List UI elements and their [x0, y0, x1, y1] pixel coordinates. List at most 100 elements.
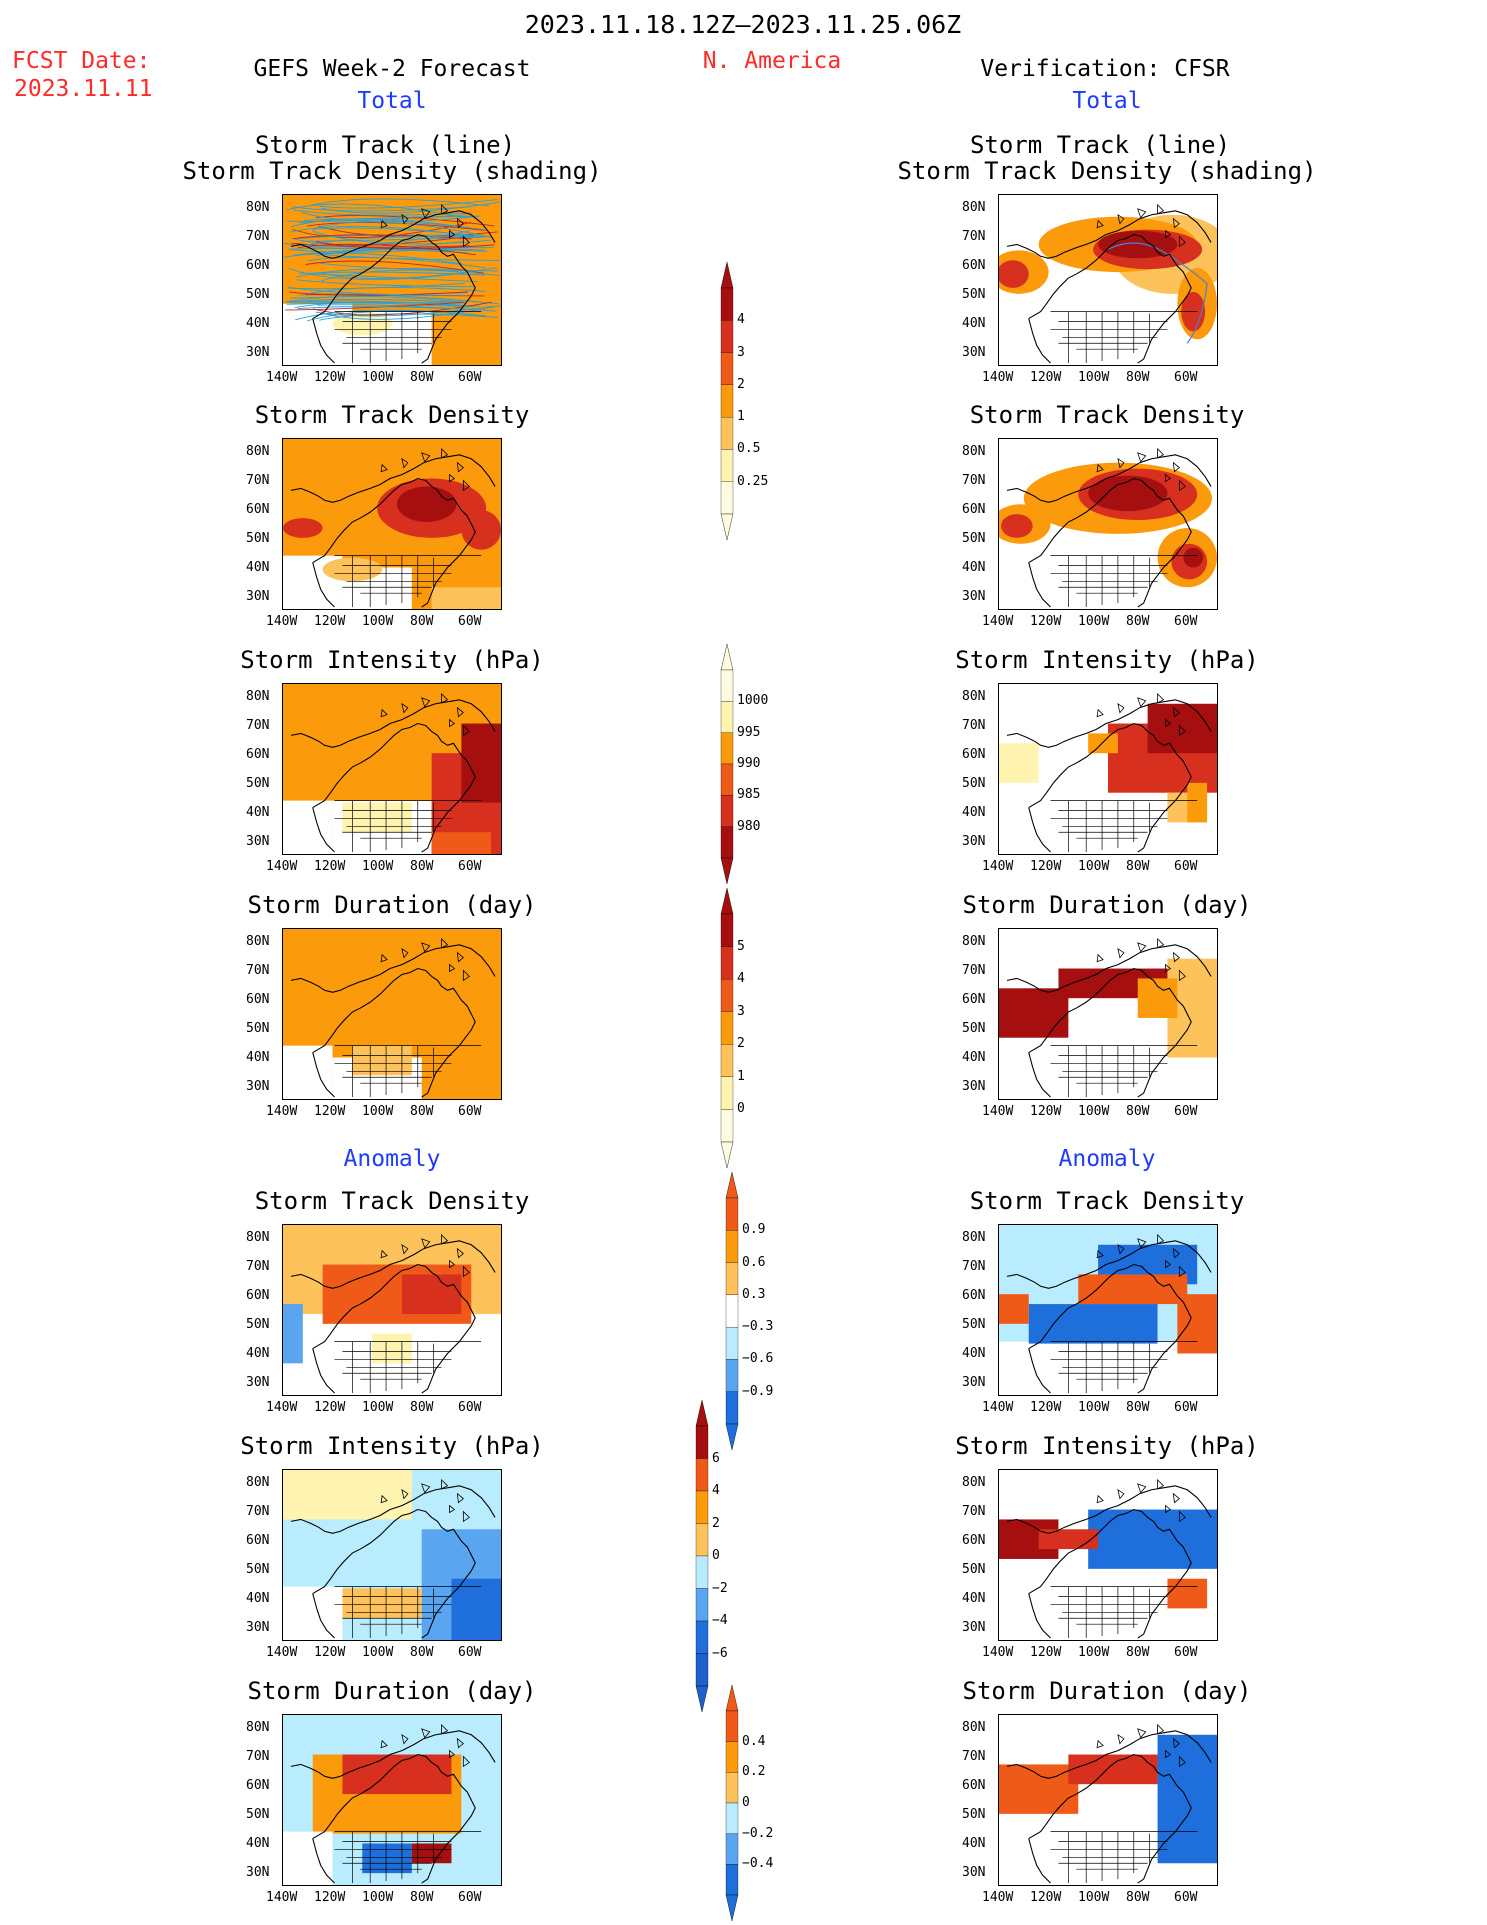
colorbar-swatch: [721, 733, 733, 764]
panel-title-track-line-right: Storm Track (line): [970, 131, 1230, 159]
panel-title-density-left: Storm Track Density: [255, 401, 530, 429]
lon-tick-label: 80W: [1126, 614, 1149, 629]
lon-tick-label: 120W: [314, 1645, 345, 1660]
lon-tick-label: 120W: [1030, 859, 1061, 874]
colorbar-swatch: [721, 979, 733, 1012]
map-intensity-verification: [998, 683, 1218, 855]
colorbar-cap: [721, 644, 733, 670]
panel-title-duration-right: Storm Duration (day): [963, 891, 1252, 919]
lat-tick-label: 60N: [246, 1533, 269, 1548]
lat-tick-label: 70N: [246, 1504, 269, 1519]
lon-tick-label: 100W: [362, 859, 393, 874]
lat-tick-label: 50N: [962, 287, 985, 302]
colorbar-tick-label: 0: [712, 1548, 720, 1563]
lat-tick-label: 40N: [246, 805, 269, 820]
colorbar-tick-label: −2: [712, 1581, 728, 1596]
lat-tick-label: 80N: [246, 1720, 269, 1735]
colorbar-tick-label: 4: [737, 971, 745, 986]
lon-tick-label: 120W: [314, 370, 345, 385]
lon-tick-label: 120W: [314, 1400, 345, 1415]
lon-tick-label: 140W: [982, 1645, 1013, 1660]
colorbar-swatch: [721, 1109, 733, 1142]
colorbar-cap: [721, 1142, 733, 1168]
lat-tick-label: 40N: [246, 1836, 269, 1851]
lat-tick-label: 60N: [962, 992, 985, 1007]
lat-tick-label: 80N: [962, 1475, 985, 1490]
lon-tick-label: 60W: [458, 370, 481, 385]
map-field: [283, 684, 501, 854]
lat-tick-label: 50N: [246, 1317, 269, 1332]
colorbar-density-total: [715, 262, 751, 540]
lon-tick-label: 140W: [982, 370, 1013, 385]
panel-title-intensity-anom-left: Storm Intensity (hPa): [240, 1432, 543, 1460]
lat-tick-label: 70N: [246, 229, 269, 244]
lon-tick-label: 140W: [266, 1890, 297, 1905]
lat-tick-label: 60N: [246, 992, 269, 1007]
colorbar-swatch: [696, 1556, 708, 1589]
lon-tick-label: 60W: [1174, 859, 1197, 874]
panel-title-duration-anom-left: Storm Duration (day): [248, 1677, 537, 1705]
map-density-anomaly-forecast: [282, 1224, 502, 1396]
lon-tick-label: 60W: [1174, 370, 1197, 385]
lat-tick-label: 80N: [962, 444, 985, 459]
lon-tick-label: 100W: [1078, 1890, 1109, 1905]
lat-tick-label: 80N: [246, 934, 269, 949]
lat-tick-label: 30N: [962, 834, 985, 849]
lat-tick-label: 40N: [962, 1050, 985, 1065]
lat-tick-label: 80N: [962, 689, 985, 704]
map-density-forecast: [282, 438, 502, 610]
lat-tick-label: 50N: [962, 1807, 985, 1822]
colorbar-cap: [696, 1400, 708, 1426]
colorbar-swatch: [721, 385, 733, 417]
map-field: [999, 929, 1217, 1099]
lon-tick-label: 140W: [266, 1645, 297, 1660]
panel-title-duration-anom-right: Storm Duration (day): [963, 1677, 1252, 1705]
lon-tick-label: 80W: [410, 1400, 433, 1415]
colorbar-tick-label: 4: [712, 1483, 720, 1498]
colorbar-tick-label: 985: [737, 787, 760, 802]
colorbar-tick-label: 2: [712, 1516, 720, 1531]
colorbar-swatch: [721, 764, 733, 795]
lon-tick-label: 60W: [458, 1104, 481, 1119]
lat-tick-label: 60N: [246, 502, 269, 517]
lat-tick-label: 70N: [246, 1749, 269, 1764]
lat-tick-label: 60N: [962, 1778, 985, 1793]
map-duration-anomaly-forecast: [282, 1714, 502, 1886]
lon-tick-label: 60W: [1174, 1645, 1197, 1660]
map-intensity-anomaly-verification: [998, 1469, 1218, 1641]
lat-tick-label: 40N: [246, 1050, 269, 1065]
colorbar-cap: [726, 1424, 738, 1450]
lon-tick-label: 140W: [982, 614, 1013, 629]
map-duration-verification: [998, 928, 1218, 1100]
lat-tick-label: 40N: [246, 560, 269, 575]
lat-tick-label: 40N: [246, 1591, 269, 1606]
lon-tick-label: 140W: [982, 1104, 1013, 1119]
colorbar-tick-label: 0: [742, 1795, 750, 1810]
colorbar-swatch: [726, 1803, 738, 1834]
colorbar-tick-label: −0.9: [742, 1384, 773, 1399]
colorbar-swatch: [721, 320, 733, 352]
colorbar-swatch: [721, 353, 733, 385]
lon-tick-label: 120W: [314, 1890, 345, 1905]
lat-tick-label: 30N: [962, 1865, 985, 1880]
lat-tick-label: 40N: [962, 560, 985, 575]
colorbar-tick-label: 990: [737, 756, 760, 771]
colorbar-tick-label: 0.4: [742, 1734, 765, 1749]
lon-tick-label: 140W: [266, 614, 297, 629]
lon-tick-label: 140W: [982, 1890, 1013, 1905]
left-column-title: GEFS Week-2 Forecast: [254, 56, 531, 82]
lat-tick-label: 50N: [962, 531, 985, 546]
colorbar-swatch: [696, 1621, 708, 1654]
colorbar-swatch: [721, 795, 733, 826]
lon-tick-label: 80W: [1126, 1645, 1149, 1660]
colorbar-tick-label: 0.2: [742, 1764, 765, 1779]
colorbar-tick-label: −4: [712, 1613, 728, 1628]
map-intensity-anomaly-forecast: [282, 1469, 502, 1641]
fcst-date-value: 2023.11.11: [14, 76, 152, 102]
colorbar-swatch: [721, 417, 733, 449]
colorbar-tick-label: 3: [737, 345, 745, 360]
lon-tick-label: 60W: [458, 1400, 481, 1415]
lon-tick-label: 140W: [982, 1400, 1013, 1415]
lon-tick-label: 100W: [362, 370, 393, 385]
lat-tick-label: 30N: [246, 834, 269, 849]
